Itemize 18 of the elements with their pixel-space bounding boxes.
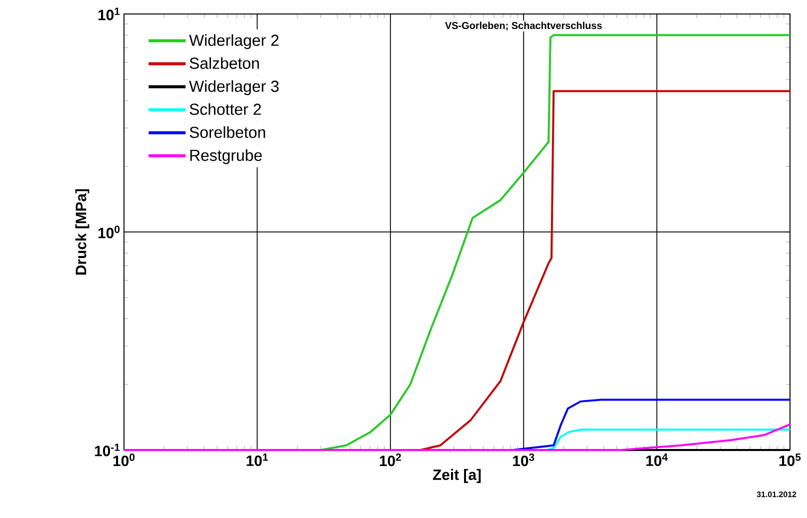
y-tick-label: 10$^{0}$	[98, 226, 120, 238]
legend-label: Widerlager 3	[189, 80, 279, 96]
y-tick-label: 10$^{1}$	[98, 8, 120, 20]
x-tick-label: 10$^{5}$	[779, 454, 801, 466]
legend-label: Salzbeton	[190, 57, 259, 69]
x-tick-label: 10$^{0}$	[113, 454, 135, 466]
legend-label: Sorelbeton	[190, 126, 266, 138]
x-tick-label: 10$^{1}$	[246, 454, 268, 466]
x-tick-label: 10$^{3}$	[513, 454, 534, 466]
x-tick-label: 10$^{4}$	[646, 454, 668, 466]
x-tick-label: 10$^{2}$	[380, 454, 401, 466]
y-axis-title: Druck [MPa]	[75, 189, 90, 275]
legend-label: Widerlager 2	[189, 34, 279, 50]
legend-label: Schotter 2	[190, 103, 261, 115]
x-axis-title: Zeit [a]	[432, 469, 481, 483]
y-tick-label: 10$^{-1}$	[95, 444, 120, 456]
text: VS-Gorleben; Schachtverschluss	[445, 22, 602, 30]
legend-label: Restgrube	[190, 149, 262, 164]
